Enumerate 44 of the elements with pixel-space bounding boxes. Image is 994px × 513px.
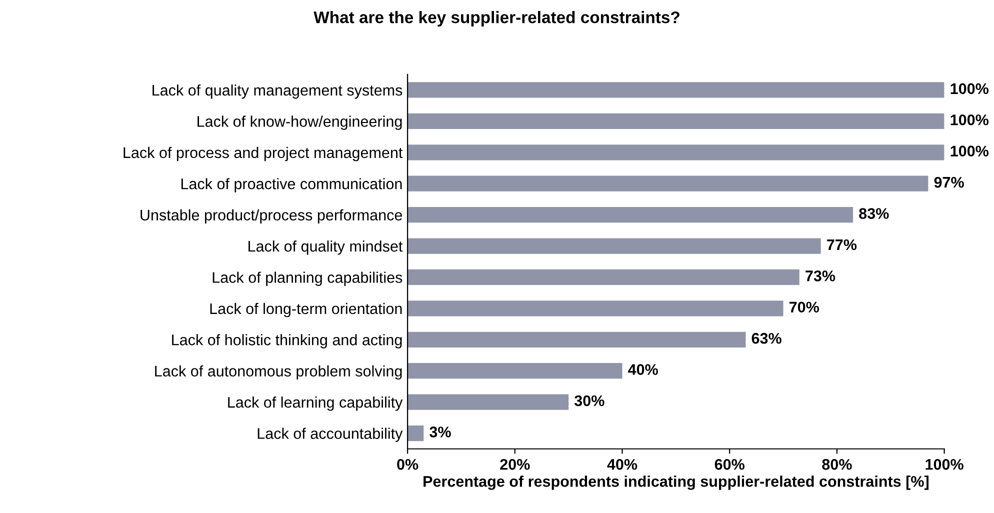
bar <box>408 238 821 254</box>
data-label: 30% <box>574 395 604 406</box>
y-tick-label: Lack of planning capabilities <box>212 272 402 286</box>
data-label: 73% <box>806 270 836 282</box>
bar <box>408 332 746 348</box>
y-tick-label: Lack of holistic thinking and acting <box>172 334 402 348</box>
bar <box>408 82 944 98</box>
data-label: 70% <box>789 302 820 313</box>
bar <box>408 425 424 442</box>
x-tick-label: 60% <box>714 459 744 470</box>
x-axis-title: Percentage of respondents indicating supplier-related constraints [%] <box>424 476 928 490</box>
data-label: 77% <box>827 239 857 250</box>
x-tick-label: 0% <box>397 459 418 470</box>
chart-title: What are the key supplier-related constraints? <box>314 11 680 27</box>
bar <box>408 363 622 379</box>
y-tick-label: Lack of proactive communication <box>181 178 402 192</box>
y-tick-label: Lack of long-term orientation <box>210 302 402 318</box>
data-label: 83% <box>859 208 889 219</box>
bar <box>408 207 854 223</box>
x-tick-label: 100% <box>926 459 964 470</box>
x-tick-label: 40% <box>607 459 638 470</box>
y-tick-label: Lack of process and project management <box>124 146 403 162</box>
y-tick-label: Lack of quality management systems <box>152 84 402 99</box>
bar <box>408 269 800 286</box>
bar <box>408 113 944 129</box>
data-label: 40% <box>628 364 658 375</box>
data-label: 100% <box>950 114 989 126</box>
y-tick-label: Lack of quality mindset <box>248 240 403 255</box>
bar <box>408 144 944 160</box>
data-label: 100% <box>950 83 989 94</box>
y-tick-label: Lack of learning capability <box>228 396 403 411</box>
x-tick-label: 20% <box>500 459 530 470</box>
bar <box>408 300 784 316</box>
data-label: 3% <box>430 426 451 438</box>
y-tick-label: Lack of autonomous problem solving <box>155 365 402 380</box>
x-tick-label: 80% <box>822 459 852 470</box>
y-tick-label: Lack of know-how/engineering <box>198 116 402 130</box>
y-tick-label: Unstable product/process performance <box>140 209 402 224</box>
y-tick-label: Lack of accountability <box>258 428 403 442</box>
bar <box>408 394 569 410</box>
data-label: 63% <box>752 332 782 344</box>
data-label: 100% <box>950 146 989 157</box>
data-label: 97% <box>934 176 964 188</box>
bar <box>408 176 928 192</box>
